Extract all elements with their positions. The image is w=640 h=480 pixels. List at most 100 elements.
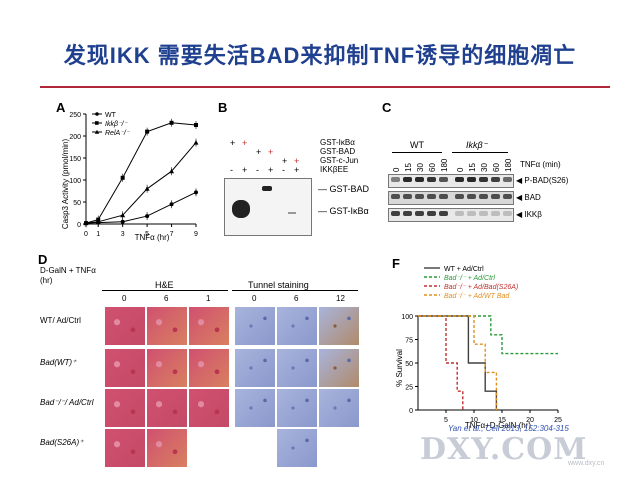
panel-b-sign: + [268,165,274,175]
panel-b-sign: - [282,165,285,175]
panel-c-timepoint: 60 [428,163,437,172]
panel-c-band [491,177,500,182]
panel-d-group-line [102,290,228,291]
panel-d-row-label: Bad⁻/⁻/ Ad/Ctrl [40,398,94,407]
panel-c-band [439,194,448,199]
panel-a-xtick-label: 5 [145,231,149,238]
panel-d-micrograph [104,348,146,388]
panel-d-row-label: WT/ Ad/Ctrl [40,316,81,325]
panel-d-micrograph [318,388,360,428]
panel-a-ytick-label: 100 [69,178,81,185]
panel-c-band-label: ◀ BAD [516,193,541,202]
panel-f-legend-label: Bad⁻/⁻ + Ad/Bad(S26A) [444,284,518,291]
panel-f-letter: F [392,256,400,271]
panel-d-micrograph [276,428,318,468]
panel-c-band [491,211,500,216]
panel-c-band [415,194,424,199]
panel-c-timepoint: 0 [392,167,401,172]
panel-c-band [403,194,412,199]
panel-c-group-label: WT [410,140,424,150]
panel-c-timepoint: 15 [404,163,413,172]
panel-c-time-label: TNFα (min) [520,160,561,169]
panel-a-ytick-label: 200 [69,134,81,141]
panel-d-micrograph [146,348,188,388]
panel-a-legend-label: WT [105,112,117,119]
title-divider [40,86,610,88]
panel-d-micrograph [146,306,188,346]
panel-a-series-line [85,122,197,224]
panel-d-column-label: 12 [336,294,345,303]
panel-c-group-label: Ikkβ⁻ [466,140,488,150]
panel-d-micrograph [104,388,146,428]
panel-c-band [503,194,512,199]
panel-c-band [427,211,436,216]
panel-b-row-label: IKKβEE [320,165,349,174]
panel-c-band-label: ◀ P-BAD(S26) [516,176,569,185]
panel-f-ytick-label: 0 [409,408,413,415]
panel-a-ylabel: Casp3 Activity (pmol/min) [61,139,70,230]
panel-c-band [391,211,400,216]
panel-c-group-line [452,152,508,153]
slide-title: 发现IKK 需要失活BAD来抑制TNF诱导的细胞凋亡 [63,43,577,68]
panel-b-row-label: GST-BAD [320,147,356,156]
panel-b-sign: + [256,147,262,157]
panel-d-row-label: Bad(S26A)⁺ [40,438,84,447]
panel-a-xtick-label: 9 [194,231,198,238]
panel-d-column-label: 0 [122,294,127,303]
panel-b-sign: + [242,165,248,175]
panel-a-legend-label: RelA⁻/⁻ [105,130,131,137]
panel-f-xtick-label: 25 [554,417,562,424]
panel-c-band [427,194,436,199]
panel-c-timepoint: 15 [468,163,477,172]
panel-c-band [503,211,512,216]
watermark-url: www.dxy.cn [568,460,605,467]
panel-d-treatment-label: D-GalN + TNFα (hr) [40,266,96,285]
panel-c-band-label: ◀ IKKβ [516,210,542,219]
panel-f-ytick-label: 25 [405,385,413,392]
panel-d-micrograph [188,306,230,346]
panel-c-timepoint: 180 [440,158,449,172]
panel-a-ytick-label: 250 [69,112,81,119]
panel-a-ytick-label: 0 [77,222,81,229]
panel-f-ytick-label: 100 [401,314,413,321]
panel-d-micrograph [276,306,318,346]
panel-d-micrograph [318,348,360,388]
panel-d-micrograph [234,306,276,346]
panel-f-legend-label: Bad⁻/⁻ + Ad/WT Bad [444,293,510,300]
panel-d-micrograph [104,428,146,468]
panel-b-row-label: GST-IκBα [320,138,355,147]
panel-f-xtick-label: 20 [526,417,534,424]
panel-f-legend-label: Bad⁻/⁻ + Ad/Ctrl [444,275,495,282]
panel-d-column-label: 6 [164,294,169,303]
panel-b-sign: + [242,138,248,148]
panel-c-band [391,194,400,199]
panel-d-micrograph [104,306,146,346]
panel-c-band [491,194,500,199]
panel-a-ytick-label: 50 [73,200,81,207]
panel-f-xtick-label: 15 [498,417,506,424]
panel-c-band [403,177,412,182]
panel-b-sign: - [230,165,233,175]
panel-c-band [503,177,512,182]
panel-c-timepoint: 30 [480,163,489,172]
panel-d-group-line [232,290,358,291]
panel-a-legend-marker [94,129,100,134]
panel-a-legend-label: Ikkβ⁻/⁻ [105,121,129,128]
panel-a-letter: A [56,100,66,115]
panel-b-band [262,186,272,191]
panel-c-timepoint: 0 [456,167,465,172]
panel-b-row-label: GST-c-Jun [320,156,359,165]
panel-d-micrograph [188,388,230,428]
panel-d-group-label: Tunnel staining [248,280,309,290]
panel-c-group-line [392,152,442,153]
panel-c-band [479,177,488,182]
panel-c-band [467,194,476,199]
panel-c-band [415,177,424,182]
panel-a-xtick-label: 1 [96,231,100,238]
panel-f-ylabel: % Survival [395,349,404,387]
panel-b-band-label: — GST-BAD [318,184,370,194]
panel-a-xtick-label: 7 [170,231,174,238]
panel-d-micrograph [234,348,276,388]
panel-d-micrograph [318,306,360,346]
panel-c-band [479,194,488,199]
